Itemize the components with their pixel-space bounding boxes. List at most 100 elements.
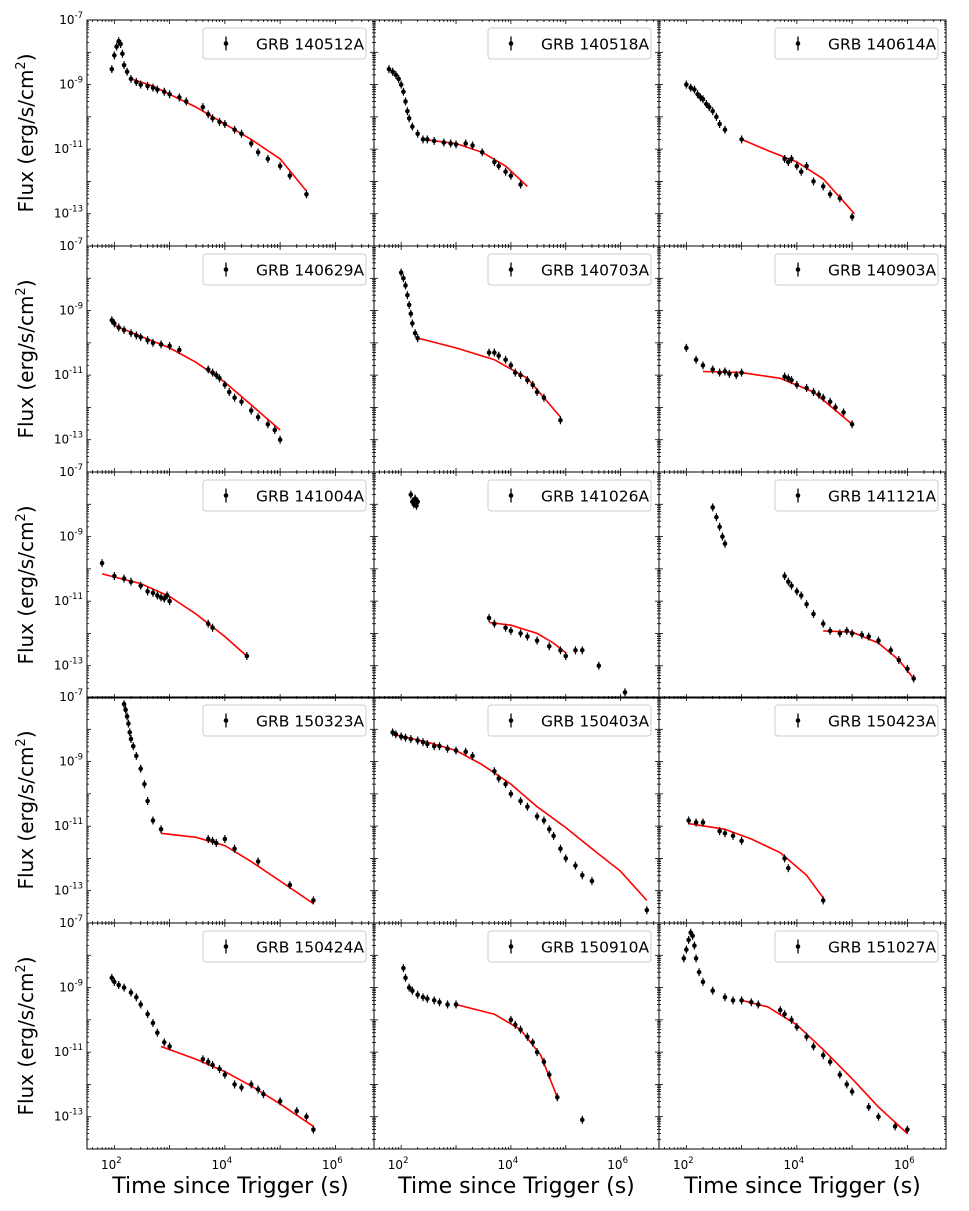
data-point [579, 1115, 585, 1124]
data-point [431, 996, 437, 1005]
data-point [232, 844, 237, 853]
data-point [217, 1065, 222, 1074]
data-point [717, 522, 722, 531]
data-point [573, 646, 578, 655]
data-point [686, 935, 691, 944]
data-point [406, 983, 412, 992]
data-point [876, 636, 881, 645]
data-point [138, 764, 144, 773]
data-point [496, 351, 502, 360]
panel-7: 10-7 10-9 10-11 10-13 GRB 141004A [54, 463, 375, 699]
data-point [749, 998, 754, 1007]
data-point [128, 988, 134, 997]
data-point [415, 334, 420, 343]
data-point [710, 986, 716, 995]
data-point [412, 494, 418, 503]
data-point [222, 834, 228, 843]
data-point [255, 857, 261, 866]
data-point [277, 1097, 283, 1106]
legend-label: GRB 141121A [828, 488, 937, 506]
data-point [717, 827, 722, 836]
data-point [486, 614, 492, 623]
panel-10: 10-7 10-9 10-11 10-13 GRB 150323A [54, 688, 375, 924]
data-point [820, 182, 826, 191]
data-point [905, 664, 910, 673]
data-point [693, 355, 699, 364]
data-point [755, 1000, 761, 1009]
data-point [794, 380, 800, 389]
data-point [410, 986, 415, 995]
data-point [393, 730, 399, 739]
fit-line [688, 822, 824, 899]
legend-label: GRB 140903A [828, 262, 937, 280]
data-point [453, 746, 459, 755]
panel-6: GRB 140903A [658, 245, 947, 473]
data-point [441, 138, 447, 147]
data-point [693, 818, 699, 827]
data-point [700, 361, 706, 370]
data-point [158, 825, 164, 834]
data-point [730, 831, 736, 840]
data-point [692, 941, 697, 950]
data-point [508, 789, 514, 798]
y-ticks [659, 696, 946, 924]
data-point [579, 646, 585, 655]
y-tick-label: 10-13 [54, 431, 83, 447]
data-point [690, 931, 695, 940]
data-point [558, 844, 563, 853]
data-point [123, 705, 128, 714]
data-point [425, 135, 430, 144]
legend-box [487, 479, 652, 512]
y-tick-label: 10-11 [54, 140, 83, 156]
data-point [589, 876, 595, 885]
data-point [693, 954, 699, 963]
y-ticks [659, 922, 946, 1150]
data-point [849, 629, 855, 638]
legend-box [202, 27, 367, 60]
data-point [782, 1010, 787, 1019]
fit-line [741, 999, 908, 1135]
data-point [164, 591, 170, 600]
data-point [508, 361, 514, 370]
legend-label: GRB 151027A [828, 939, 937, 957]
data-point [138, 581, 144, 590]
data-point [217, 117, 222, 126]
data-point [210, 114, 215, 123]
data-point [222, 1070, 228, 1079]
panel-8: GRB 141026A [373, 471, 660, 699]
y-tick-label: 10-9 [59, 979, 83, 995]
data-point [177, 346, 182, 355]
data-point [695, 90, 700, 99]
data-point [518, 180, 523, 189]
legend-box [202, 479, 367, 512]
data-point [503, 355, 508, 364]
data-point [786, 577, 791, 586]
legend-box [774, 253, 939, 286]
plot-area [398, 268, 563, 425]
data-point [294, 1107, 300, 1116]
data-point [789, 1015, 794, 1024]
x-axis-title: Time since Trigger (s) [397, 1174, 634, 1199]
data-point [479, 148, 485, 157]
x-tick-label: 104 [784, 1156, 805, 1172]
legend-marker [795, 488, 801, 503]
data-point [739, 135, 744, 144]
data-point [688, 83, 694, 92]
data-point [804, 600, 809, 609]
y-ticks [87, 471, 374, 699]
x-ticks [663, 923, 947, 1149]
data-point [398, 732, 404, 741]
data-point [150, 588, 156, 597]
data-point [717, 120, 722, 129]
y-axis-title: Flux (erg/s/cm2) [14, 505, 38, 664]
data-point [730, 996, 736, 1005]
data-point [789, 376, 794, 385]
data-point [782, 372, 787, 381]
data-point [239, 1083, 244, 1092]
data-point [782, 854, 787, 863]
data-point [692, 85, 697, 94]
legend: GRB 150423A [774, 704, 939, 737]
data-point [782, 572, 787, 581]
data-point [415, 736, 420, 745]
data-point [445, 1000, 450, 1009]
